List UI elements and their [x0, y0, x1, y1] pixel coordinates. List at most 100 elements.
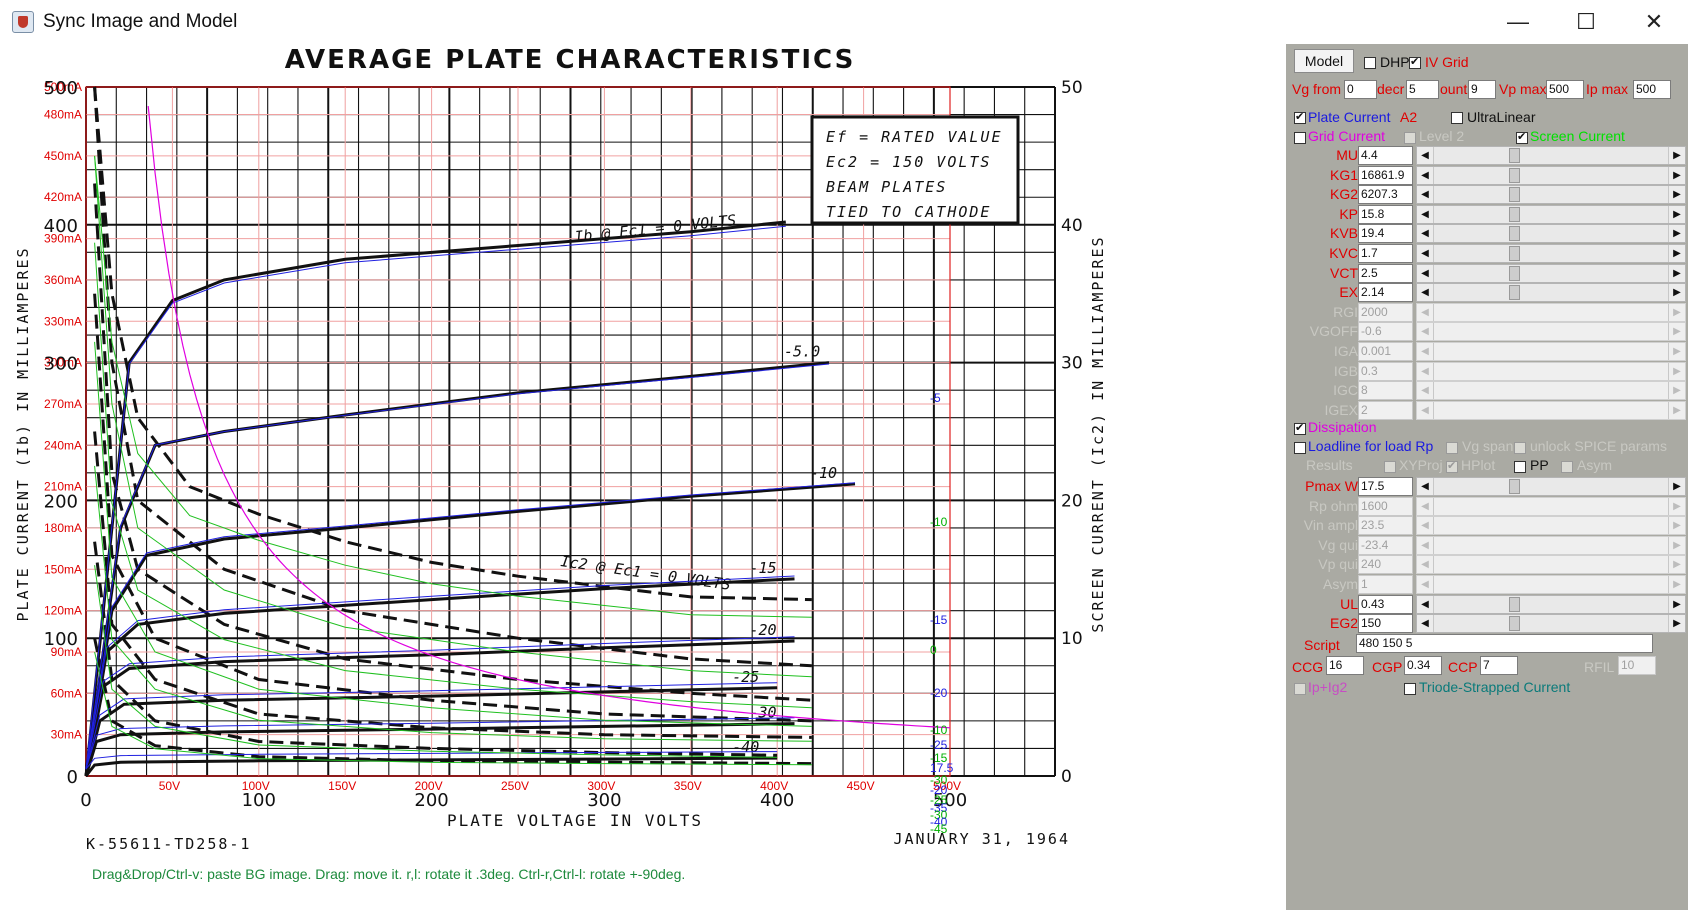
slider-thumb[interactable] [1509, 148, 1520, 163]
slider-thumb[interactable] [1509, 187, 1520, 203]
slider-thumb[interactable] [1509, 616, 1520, 632]
slider-left-arrow-icon[interactable]: ◀ [1417, 362, 1434, 380]
pp-checkbox[interactable] [1514, 461, 1526, 473]
slider-right-arrow-icon[interactable]: ▶ [1668, 362, 1685, 380]
slider-right-arrow-icon[interactable]: ▶ [1668, 536, 1685, 554]
param-slider[interactable]: ◀ ▶ [1416, 146, 1686, 165]
slider-left-arrow-icon[interactable]: ◀ [1417, 497, 1434, 515]
slider-left-arrow-icon[interactable]: ◀ [1417, 343, 1434, 360]
slider-left-arrow-icon[interactable]: ◀ [1417, 576, 1434, 593]
param-slider[interactable]: ◀ ▶ [1416, 263, 1686, 283]
rfil-input[interactable]: 10 [1618, 656, 1656, 675]
slider-right-arrow-icon[interactable]: ▶ [1668, 147, 1685, 164]
slider-right-arrow-icon[interactable]: ▶ [1668, 303, 1685, 321]
param-input[interactable]: 16861.9 [1358, 165, 1413, 185]
slider-left-arrow-icon[interactable]: ◀ [1417, 205, 1434, 223]
param-input[interactable]: 1.7 [1358, 244, 1413, 263]
param-slider[interactable]: ◀ ▶ [1416, 477, 1686, 496]
iv-grid-checkbox[interactable] [1409, 55, 1421, 69]
slider-right-arrow-icon[interactable]: ▶ [1668, 186, 1685, 204]
param-slider[interactable]: ◀ ▶ [1416, 283, 1686, 303]
slider-right-arrow-icon[interactable]: ▶ [1668, 343, 1685, 360]
triode-strapped-checkbox[interactable] [1404, 683, 1416, 695]
cgp-input[interactable]: 0.34 [1404, 656, 1442, 675]
param-input[interactable]: 2.14 [1358, 283, 1413, 303]
param-slider[interactable]: ◀ ▶ [1416, 302, 1686, 322]
asym-checkbox[interactable] [1561, 461, 1573, 473]
plate-current-checkbox[interactable] [1294, 110, 1306, 124]
slider-left-arrow-icon[interactable]: ◀ [1417, 536, 1434, 554]
script-input[interactable]: 480 150 5 [1356, 634, 1653, 653]
slider-left-arrow-icon[interactable]: ◀ [1417, 323, 1434, 341]
hplot-checkbox[interactable] [1446, 459, 1458, 473]
slider-right-arrow-icon[interactable]: ▶ [1668, 323, 1685, 341]
param-slider[interactable]: ◀ ▶ [1416, 244, 1686, 263]
param-input[interactable]: 1 [1358, 575, 1413, 594]
param-slider[interactable]: ◀ ▶ [1416, 555, 1686, 575]
slider-thumb[interactable] [1509, 206, 1520, 222]
param-input[interactable]: 2.5 [1358, 263, 1413, 283]
slider-left-arrow-icon[interactable]: ◀ [1417, 186, 1434, 204]
minimize-button[interactable]: — [1507, 9, 1529, 34]
vg-from-input[interactable]: 0 [1344, 80, 1377, 99]
slider-right-arrow-icon[interactable]: ▶ [1668, 478, 1685, 495]
slider-left-arrow-icon[interactable]: ◀ [1417, 303, 1434, 321]
slider-left-arrow-icon[interactable]: ◀ [1417, 264, 1434, 282]
ultralinear-checkbox[interactable] [1451, 112, 1463, 124]
ccp-input[interactable]: 7 [1480, 656, 1518, 675]
param-input[interactable]: 4.4 [1358, 146, 1413, 165]
param-input[interactable]: 2000 [1358, 302, 1413, 322]
param-input[interactable]: -0.6 [1358, 322, 1413, 342]
close-button[interactable]: ✕ [1644, 9, 1664, 34]
param-input[interactable]: 0.3 [1358, 361, 1413, 381]
slider-left-arrow-icon[interactable]: ◀ [1417, 595, 1434, 613]
vp-max-input[interactable]: 500 [1546, 80, 1584, 99]
count-input[interactable]: 9 [1468, 80, 1496, 99]
slider-right-arrow-icon[interactable]: ▶ [1668, 497, 1685, 515]
level2-checkbox[interactable] [1404, 132, 1416, 144]
param-slider[interactable]: ◀ ▶ [1416, 224, 1686, 244]
slider-right-arrow-icon[interactable]: ▶ [1668, 576, 1685, 593]
slider-left-arrow-icon[interactable]: ◀ [1417, 401, 1434, 419]
slider-thumb[interactable] [1509, 167, 1520, 183]
slider-thumb[interactable] [1509, 265, 1520, 281]
param-input[interactable]: 19.4 [1358, 224, 1413, 244]
slider-left-arrow-icon[interactable]: ◀ [1417, 245, 1434, 262]
param-slider[interactable]: ◀ ▶ [1416, 204, 1686, 224]
param-slider[interactable]: ◀ ▶ [1416, 575, 1686, 594]
param-input[interactable]: -23.4 [1358, 535, 1413, 555]
grid-current-checkbox[interactable] [1294, 132, 1306, 144]
param-slider[interactable]: ◀ ▶ [1416, 361, 1686, 381]
slider-left-arrow-icon[interactable]: ◀ [1417, 147, 1434, 164]
ip-ig2-checkbox[interactable] [1294, 683, 1306, 695]
ccg-input[interactable]: 16 [1326, 656, 1364, 675]
plot-canvas[interactable]: AVERAGE PLATE CHARACTERISTICS 50V 100V 150V… [0, 44, 1286, 910]
param-input[interactable]: 6207.3 [1358, 185, 1413, 205]
slider-left-arrow-icon[interactable]: ◀ [1417, 478, 1434, 495]
decr-input[interactable]: 5 [1406, 80, 1439, 99]
unlock-spice-checkbox[interactable] [1514, 442, 1526, 454]
ip-max-input[interactable]: 500 [1633, 80, 1671, 99]
slider-right-arrow-icon[interactable]: ▶ [1668, 166, 1685, 184]
slider-right-arrow-icon[interactable]: ▶ [1668, 245, 1685, 262]
slider-left-arrow-icon[interactable]: ◀ [1417, 615, 1434, 633]
param-input[interactable]: 2 [1358, 400, 1413, 420]
slider-right-arrow-icon[interactable]: ▶ [1668, 382, 1685, 400]
slider-left-arrow-icon[interactable]: ◀ [1417, 225, 1434, 243]
plate-characteristics-chart[interactable]: AVERAGE PLATE CHARACTERISTICS 50V 100V 150V… [0, 44, 1286, 910]
screen-current-checkbox[interactable] [1516, 130, 1528, 144]
param-slider[interactable]: ◀ ▶ [1416, 381, 1686, 401]
slider-right-arrow-icon[interactable]: ▶ [1668, 615, 1685, 633]
slider-left-arrow-icon[interactable]: ◀ [1417, 166, 1434, 184]
param-input[interactable]: 240 [1358, 555, 1413, 575]
param-slider[interactable]: ◀ ▶ [1416, 594, 1686, 614]
param-slider[interactable]: ◀ ▶ [1416, 614, 1686, 634]
param-input[interactable]: 15.8 [1358, 204, 1413, 224]
slider-left-arrow-icon[interactable]: ◀ [1417, 382, 1434, 400]
slider-left-arrow-icon[interactable]: ◀ [1417, 517, 1434, 535]
vg-span-checkbox[interactable] [1446, 442, 1458, 454]
model-button[interactable]: Model [1294, 49, 1354, 73]
slider-left-arrow-icon[interactable]: ◀ [1417, 556, 1434, 574]
slider-thumb[interactable] [1509, 246, 1520, 261]
slider-right-arrow-icon[interactable]: ▶ [1668, 225, 1685, 243]
